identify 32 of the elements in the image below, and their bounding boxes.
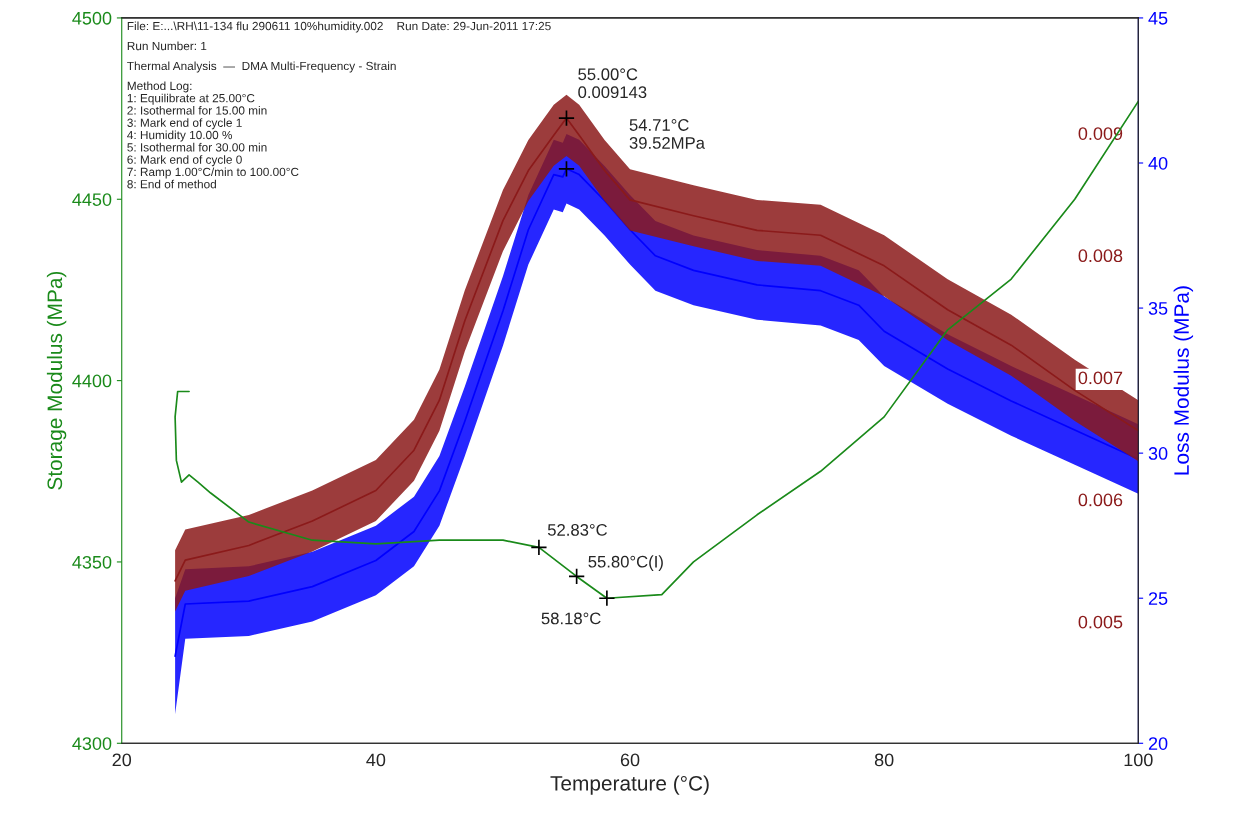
- x-tick-label: 80: [874, 753, 894, 767]
- y3-tick-label: 0.005: [1078, 615, 1123, 629]
- text: Method Log: 1: Equilibrate at 25.00°C 2: Isothermal for 15.00 min 3: Mark end of cycle 1 4: Humidity 10.00 % 5: Isothermal for 30.00 min 6: Mark end of cycle 0 7: Ramp 1.00°C/min to 100.00°C 8: End of method: [127, 81, 299, 189]
- annotation: 58.18°C: [541, 612, 601, 625]
- annotation: 52.83°C: [547, 524, 608, 536]
- annotation: 55.80°C(I): [588, 555, 663, 571]
- y-tick-label: 4450: [72, 193, 112, 206]
- y2-tick-label: 30: [1148, 447, 1168, 460]
- y-tick-label: 4350: [72, 555, 112, 569]
- x-tick-label: 60: [620, 753, 640, 767]
- annotation: Thermal Analysis — DMA Multi-Frequency - Strain: [127, 61, 396, 73]
- x-axis-title: Temperature (°C): [550, 775, 709, 795]
- annotation: Run Number: 1: [127, 41, 207, 51]
- y2-tick-label: 45: [1148, 12, 1168, 25]
- annotation: 54.71°C 39.52MPa: [629, 119, 705, 149]
- y2-tick-label: 25: [1148, 592, 1168, 605]
- y2-tick-label: 40: [1148, 156, 1168, 170]
- annotation: 55.00°C 0.009143: [578, 68, 647, 99]
- y3-tick-label: 0.008: [1078, 249, 1123, 263]
- y3-tick-label: 0.006: [1078, 493, 1123, 507]
- y2-axis-title: Loss Modulus (MPa): [1173, 286, 1194, 475]
- x-tick-label: 20: [112, 753, 132, 767]
- x-tick-label: 40: [366, 753, 386, 767]
- x-tick-label: 100: [1124, 753, 1153, 767]
- y-tick-label: 4400: [72, 374, 112, 388]
- y-axis-title: Storage Modulus (MPa): [46, 271, 67, 490]
- y3-tick-label: 0.007: [1078, 371, 1123, 385]
- y2-tick-label: 35: [1148, 302, 1168, 315]
- y-tick-label: 4500: [72, 11, 112, 25]
- y2-tick-label: 20: [1148, 737, 1168, 750]
- y-tick-label: 4300: [72, 737, 112, 750]
- annotation: File: E:...\RH\11-134 flu 290611 10%humidity.002 Run Date: 29-Jun-2011 17:25: [127, 21, 551, 33]
